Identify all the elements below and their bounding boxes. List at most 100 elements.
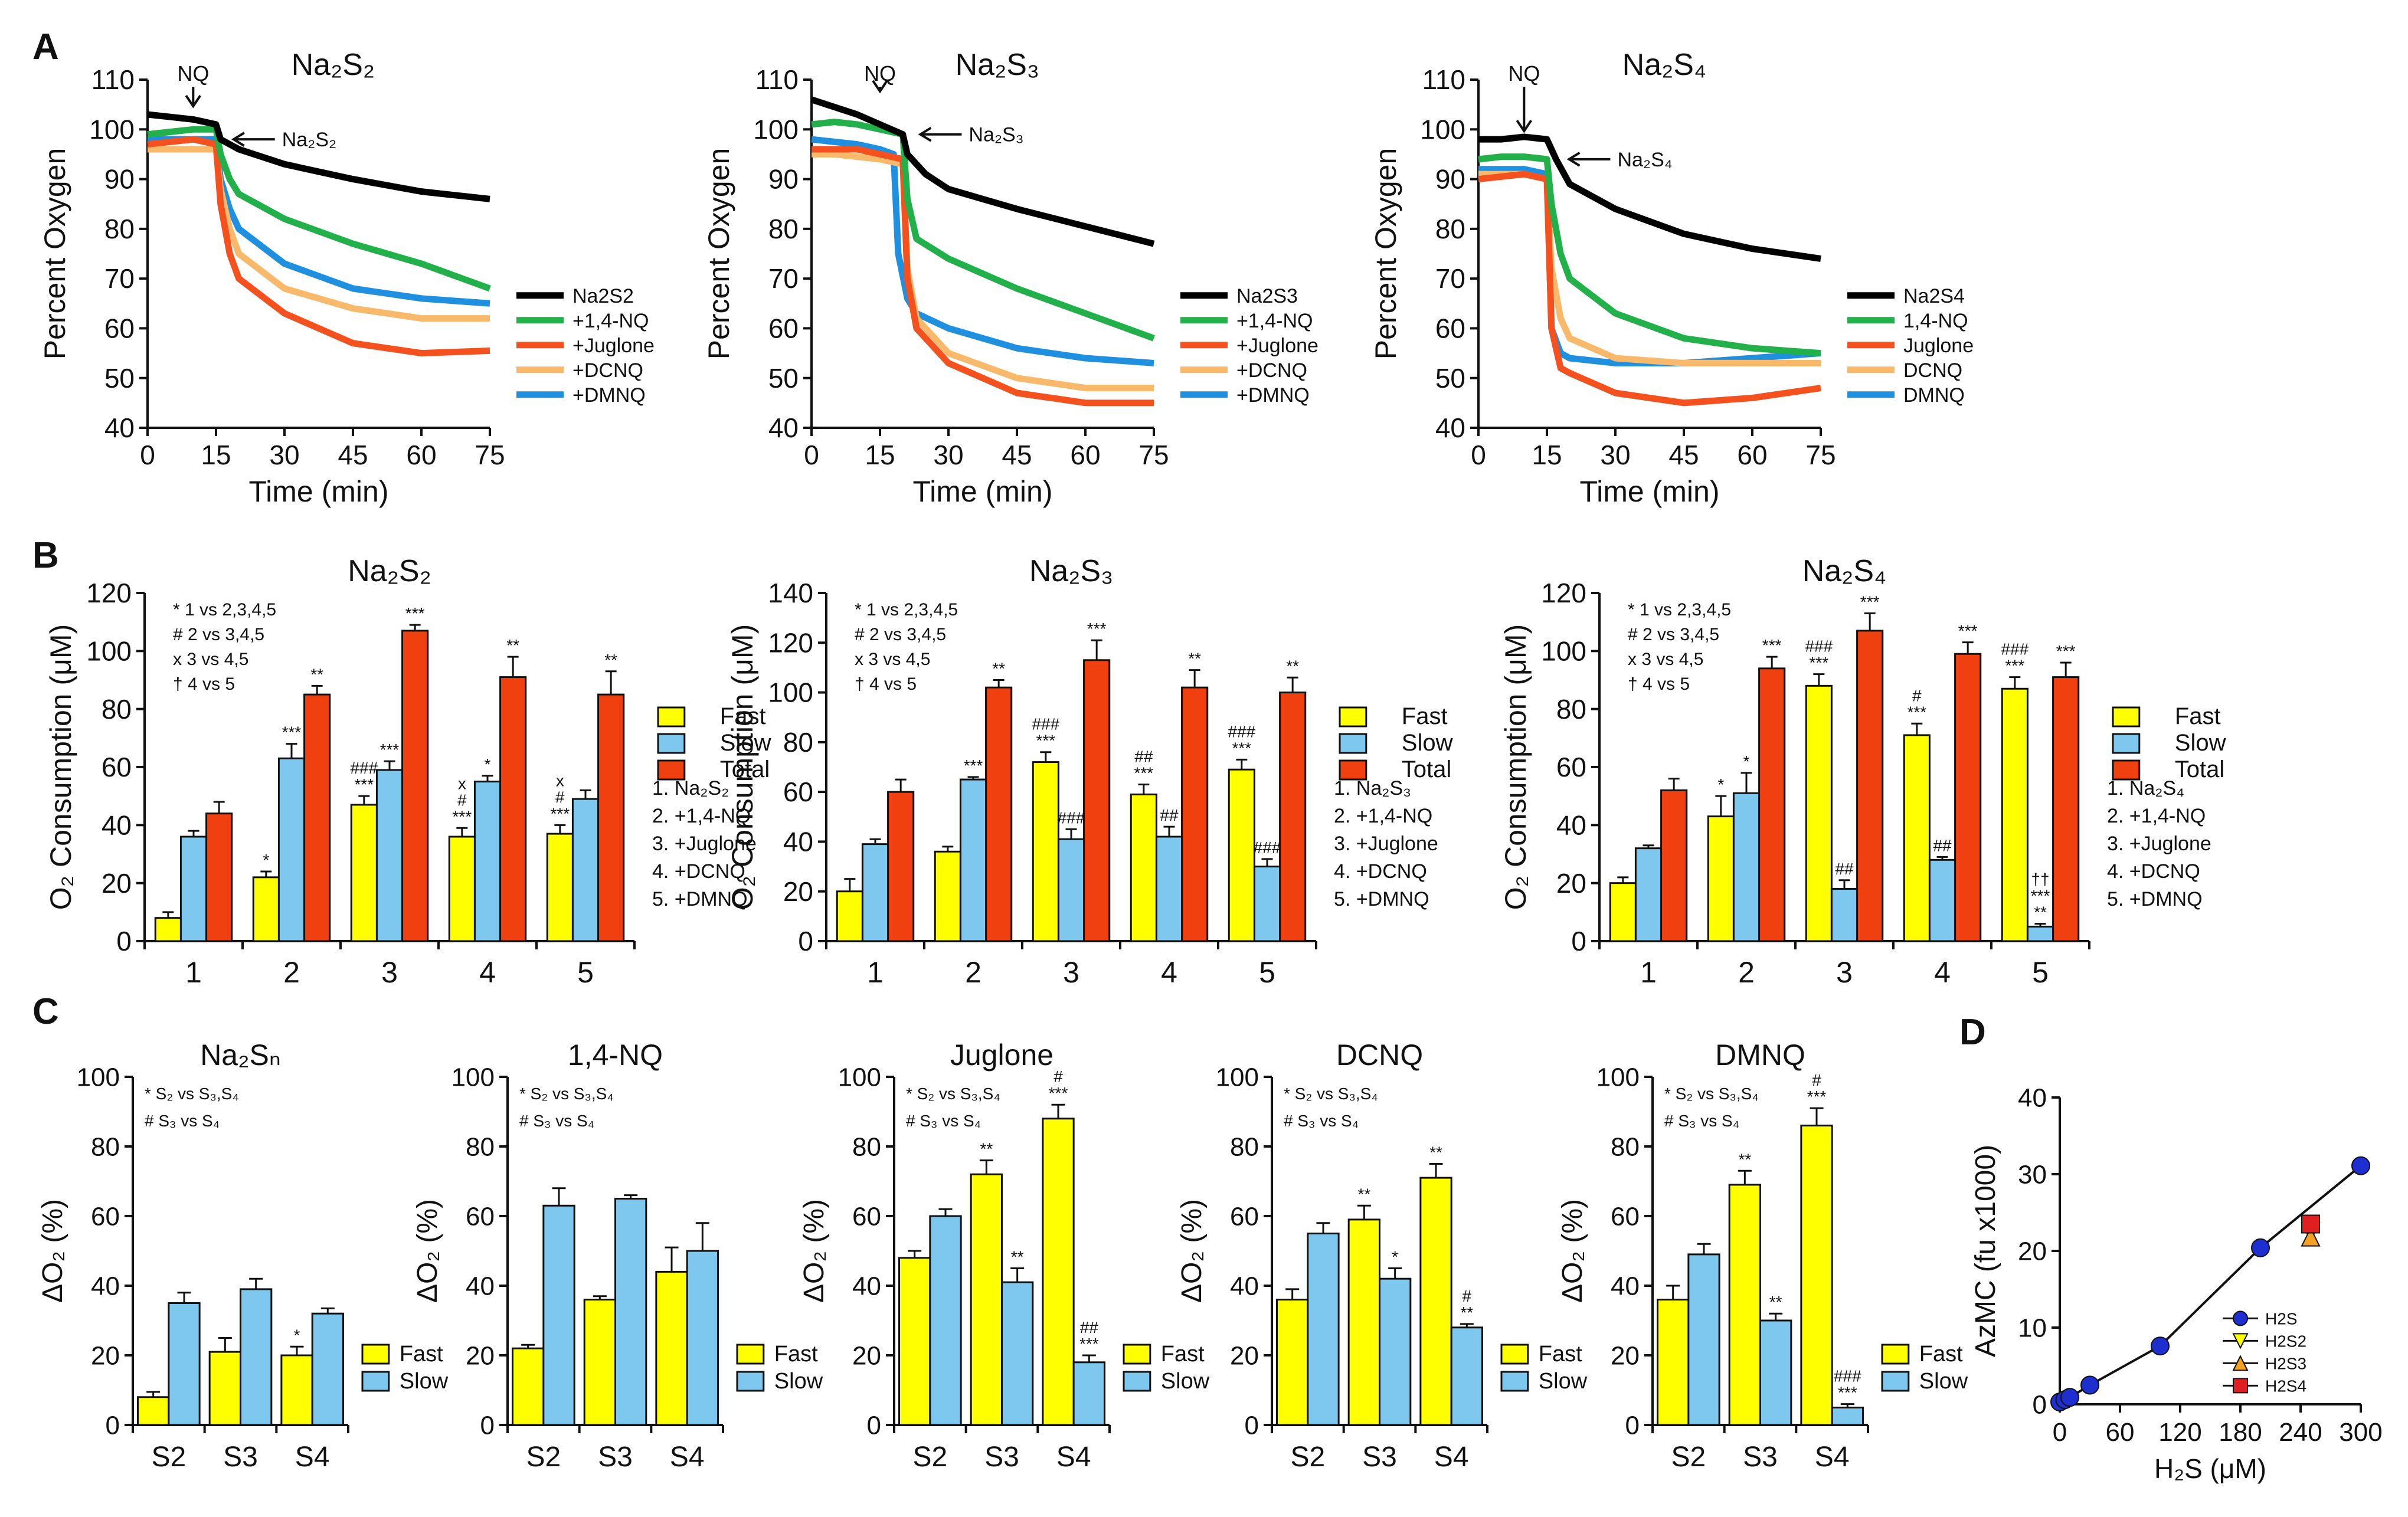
- y-tick-label: 100: [768, 677, 813, 708]
- significance-label: ###: [1032, 715, 1059, 733]
- significance-label: ***: [1907, 703, 1926, 721]
- x-tick-label: S3: [1362, 1441, 1397, 1473]
- significance-label: ***: [1036, 732, 1055, 750]
- scatter-chart-D: 0 10 20 30 40 AzMC (fu x1000) 0 60 120 180 240 300 H…: [1970, 1083, 2383, 1484]
- significance-label: ###: [1058, 808, 1085, 827]
- y-tick-label: 70: [1435, 263, 1465, 294]
- bar: [887, 791, 915, 942]
- x-tick-label: 0: [140, 440, 155, 470]
- y-axis-label: O₂ Consumption (μM): [726, 624, 759, 910]
- bar: [1379, 1277, 1412, 1426]
- significance-label: ***: [405, 604, 425, 622]
- x-tick-label: 30: [1600, 440, 1630, 470]
- arrow-na-head: [918, 127, 932, 142]
- series-line: [147, 136, 490, 357]
- legend-swatch: [1339, 733, 1367, 754]
- x-tick-label: 45: [338, 440, 368, 470]
- legend-label: Slow: [1161, 1369, 1210, 1394]
- bar: [1419, 1177, 1452, 1426]
- bar: [1707, 815, 1735, 942]
- bar: [571, 798, 600, 942]
- bar: [1057, 838, 1085, 942]
- y-tick-label: 70: [768, 263, 799, 294]
- y-tick-label: 40: [783, 827, 813, 857]
- bar: [898, 1257, 931, 1426]
- legend-label: Fast: [720, 703, 766, 729]
- significance-label: ***: [2056, 642, 2076, 660]
- significance-label: ###: [1254, 838, 1281, 857]
- x-tick-label: 15: [865, 440, 895, 470]
- chart-title: Na₂S₃: [956, 48, 1040, 82]
- significance-label: ***: [1958, 622, 1978, 640]
- data-point: [2151, 1336, 2170, 1356]
- stats-note: x 3 vs 4,5: [1628, 650, 1703, 669]
- x-tick-label: 2: [1738, 956, 1755, 989]
- chart-title: Na₂S₄: [1622, 48, 1707, 82]
- series-line: [1478, 166, 1821, 366]
- bar: [1732, 792, 1761, 942]
- x-tick-label: 4: [1934, 956, 1951, 989]
- bar: [473, 781, 502, 942]
- significance-label: ***: [1807, 1087, 1827, 1106]
- y-tick-label: 120: [86, 578, 132, 608]
- series-line: [811, 136, 1154, 366]
- bar: [1856, 630, 1884, 942]
- bar: [1347, 1218, 1381, 1426]
- legend-swatch: [1123, 1344, 1151, 1365]
- key-label: 1. Na₂S₂: [652, 777, 729, 800]
- bar: [959, 778, 987, 942]
- y-tick-label: 140: [768, 578, 813, 608]
- panel-label-d: D: [1959, 1012, 1986, 1053]
- y-axis-label: ΔO₂ (%): [1176, 1199, 1208, 1303]
- y-tick-label: 90: [768, 164, 799, 195]
- bar: [929, 1215, 962, 1426]
- significance-label: **: [1286, 657, 1299, 675]
- legend-label: Na2S2: [572, 285, 634, 307]
- bar: [1279, 692, 1307, 942]
- bar: [597, 693, 625, 942]
- bar: [1032, 761, 1059, 942]
- significance-label: **: [1011, 1248, 1024, 1266]
- x-axis-label: Time (min): [248, 475, 388, 508]
- series-line: [1478, 171, 1821, 366]
- bar: [154, 917, 182, 942]
- legend-swatch: [657, 759, 686, 781]
- legend-label: Fast: [400, 1342, 443, 1367]
- key-label: 5. +DMNQ: [652, 888, 748, 910]
- bar: [1831, 1407, 1864, 1426]
- y-tick-label: 50: [104, 363, 135, 394]
- y-tick-label: 0: [2033, 1390, 2047, 1419]
- legend-swatch: [1500, 1344, 1529, 1365]
- x-tick-label: 3: [381, 956, 398, 989]
- arrow-nq-head: [872, 80, 888, 94]
- significance-label: **: [506, 636, 519, 654]
- bar: [934, 850, 961, 942]
- y-tick-label: 20: [91, 1341, 120, 1370]
- y-tick-label: 60: [1556, 752, 1586, 782]
- y-tick-label: 40: [91, 1272, 120, 1300]
- series-line: [2059, 1165, 2362, 1403]
- significance-label: ##: [1835, 860, 1854, 878]
- significance-label: ***: [550, 804, 570, 823]
- y-tick-label: 10: [2018, 1313, 2047, 1342]
- y-tick-label: 120: [1541, 578, 1586, 608]
- x-tick-label: S2: [912, 1441, 947, 1473]
- y-tick-label: 40: [1435, 412, 1465, 443]
- arrow-nq-head: [1516, 120, 1532, 133]
- significance-label: ###: [1228, 722, 1255, 741]
- bar: [861, 843, 889, 942]
- legend-label: DMNQ: [1903, 384, 1965, 407]
- significance-label: ***: [964, 756, 983, 775]
- bar: [2052, 676, 2080, 942]
- significance-label: ***: [1087, 620, 1107, 638]
- y-axis-label: ΔO₂ (%): [1557, 1199, 1588, 1303]
- x-tick-label: 1: [185, 956, 202, 989]
- bar-chart-C1: 0 20 40 60 80 100 ΔO₂ (%) S2 S3 S4 * Na₂Sₙ * S₂ vs S…: [37, 1038, 449, 1473]
- bar: [1228, 768, 1255, 942]
- bar: [1954, 653, 1982, 942]
- key-label: 3. +Juglone: [2107, 833, 2211, 855]
- legend-swatch: [2112, 759, 2141, 781]
- bar: [1903, 734, 1931, 942]
- x-tick-label: S4: [670, 1441, 705, 1473]
